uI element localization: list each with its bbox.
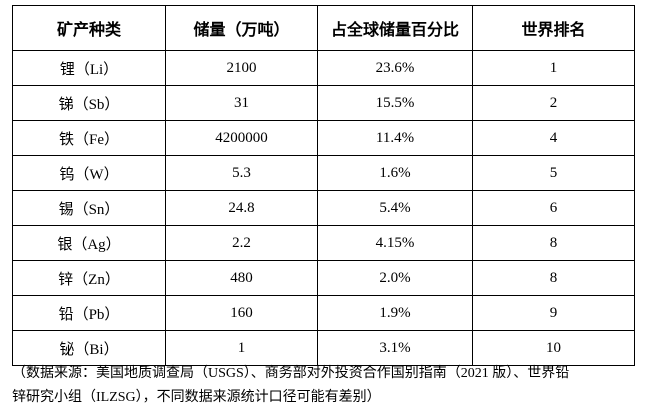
table-cell: 锌（Zn） — [12, 260, 166, 296]
header-row: 矿产种类 储量（万吨） 占全球储量百分比 世界排名 — [12, 5, 635, 51]
table-cell: 锑（Sb） — [12, 85, 166, 121]
table-cell: 11.4% — [317, 120, 473, 156]
reserve-table: 矿产种类 储量（万吨） 占全球储量百分比 世界排名 锂（Li） 2100 23.6% 1 锑（… — [12, 5, 635, 366]
table-cell: 2.0% — [317, 260, 473, 296]
table-cell: 4200000 — [165, 120, 318, 156]
table-row: 锡（Sn） 24.8 5.4% 6 — [12, 190, 635, 226]
table-body: 锂（Li） 2100 23.6% 1 锑（Sb） 31 15.5% 2 铁（Fe） 4200000… — [12, 50, 635, 366]
table-row: 锂（Li） 2100 23.6% 1 — [12, 50, 635, 86]
table-cell: 1.6% — [317, 155, 473, 191]
table-row: 铁（Fe） 4200000 11.4% 4 — [12, 120, 635, 156]
source-note: （数据来源：美国地质调查局（USGS）、商务部对外投资合作国别指南（2021 版… — [12, 362, 642, 410]
header-cell: 世界排名 — [472, 5, 635, 51]
table-cell: 钨（W） — [12, 155, 166, 191]
table-cell: 160 — [165, 295, 318, 331]
table-cell: 10 — [472, 330, 635, 366]
table-cell: 8 — [472, 260, 635, 296]
table-row: 锌（Zn） 480 2.0% 8 — [12, 260, 635, 296]
table-cell: 4.15% — [317, 225, 473, 261]
table-wrap: 矿产种类 储量（万吨） 占全球储量百分比 世界排名 锂（Li） 2100 23.6% 1 锑（… — [12, 5, 635, 366]
table-cell: 铁（Fe） — [12, 120, 166, 156]
table-cell: 1 — [165, 330, 318, 366]
header-cell: 储量（万吨） — [165, 5, 318, 51]
table-cell: 24.8 — [165, 190, 318, 226]
table-cell: 锡（Sn） — [12, 190, 166, 226]
table-cell: 480 — [165, 260, 318, 296]
table-cell: 3.1% — [317, 330, 473, 366]
table-cell: 4 — [472, 120, 635, 156]
table-cell: 铋（Bi） — [12, 330, 166, 366]
table-cell: 锂（Li） — [12, 50, 166, 86]
table-cell: 31 — [165, 85, 318, 121]
table-cell: 银（Ag） — [12, 225, 166, 261]
table-row: 钨（W） 5.3 1.6% 5 — [12, 155, 635, 191]
table-cell: 2.2 — [165, 225, 318, 261]
header-cell: 矿产种类 — [12, 5, 166, 51]
table-row: 银（Ag） 2.2 4.15% 8 — [12, 225, 635, 261]
table-cell: 2100 — [165, 50, 318, 86]
table-cell: 铅（Pb） — [12, 295, 166, 331]
table-cell: 15.5% — [317, 85, 473, 121]
table-cell: 8 — [472, 225, 635, 261]
header-cell: 占全球储量百分比 — [317, 5, 473, 51]
table-cell: 2 — [472, 85, 635, 121]
table-cell: 6 — [472, 190, 635, 226]
table-row: 铋（Bi） 1 3.1% 10 — [12, 330, 635, 366]
table-cell: 5.4% — [317, 190, 473, 226]
table-cell: 5 — [472, 155, 635, 191]
table-cell: 1.9% — [317, 295, 473, 331]
table-cell: 9 — [472, 295, 635, 331]
table-cell: 23.6% — [317, 50, 473, 86]
table-cell: 5.3 — [165, 155, 318, 191]
note-line: 锌研究小组（ILZSG），不同数据来源统计口径可能有差别） — [12, 390, 381, 405]
table-row: 锑（Sb） 31 15.5% 2 — [12, 85, 635, 121]
table-cell: 1 — [472, 50, 635, 86]
table-row: 铅（Pb） 160 1.9% 9 — [12, 295, 635, 331]
note-line: （数据来源：美国地质调查局（USGS）、商务部对外投资合作国别指南（2021 版… — [12, 366, 570, 381]
